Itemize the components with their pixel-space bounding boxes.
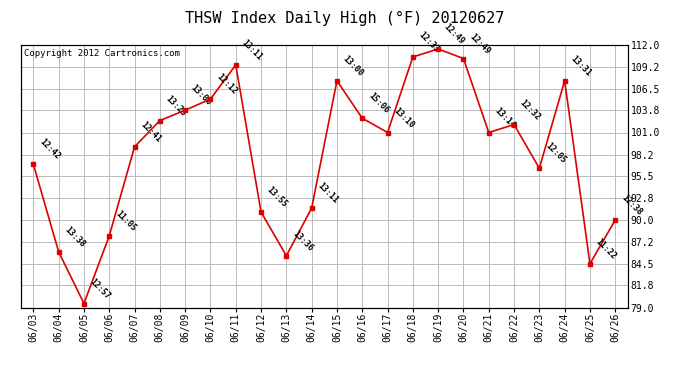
Text: 13:11: 13:11: [240, 38, 264, 62]
Text: 13:23: 13:23: [164, 94, 188, 118]
Text: 13:55: 13:55: [265, 185, 289, 209]
Text: 12:57: 12:57: [88, 277, 112, 301]
Text: 12:38: 12:38: [620, 193, 644, 217]
Text: 12:12: 12:12: [215, 72, 239, 96]
Text: 12:33: 12:33: [417, 30, 441, 54]
Text: 12:32: 12:32: [518, 98, 542, 122]
Text: 13:14: 13:14: [493, 106, 517, 130]
Text: 13:00: 13:00: [341, 54, 365, 78]
Text: 15:06: 15:06: [366, 92, 391, 116]
Text: 13:31: 13:31: [569, 54, 593, 78]
Text: 13:38: 13:38: [63, 225, 87, 249]
Text: 13:06: 13:06: [189, 83, 213, 108]
Text: 13:36: 13:36: [290, 229, 315, 253]
Text: 12:49: 12:49: [442, 22, 466, 46]
Text: THSW Index Daily High (°F) 20120627: THSW Index Daily High (°F) 20120627: [186, 11, 504, 26]
Text: 11:22: 11:22: [594, 237, 618, 261]
Text: 12:49: 12:49: [468, 32, 492, 56]
Text: Copyright 2012 Cartronics.com: Copyright 2012 Cartronics.com: [23, 49, 179, 58]
Text: 13:11: 13:11: [316, 181, 340, 205]
Text: 12:42: 12:42: [37, 138, 61, 162]
Text: 13:10: 13:10: [392, 106, 416, 130]
Text: 11:05: 11:05: [113, 209, 137, 233]
Text: 12:05: 12:05: [544, 141, 568, 165]
Text: 12:41: 12:41: [139, 120, 163, 144]
